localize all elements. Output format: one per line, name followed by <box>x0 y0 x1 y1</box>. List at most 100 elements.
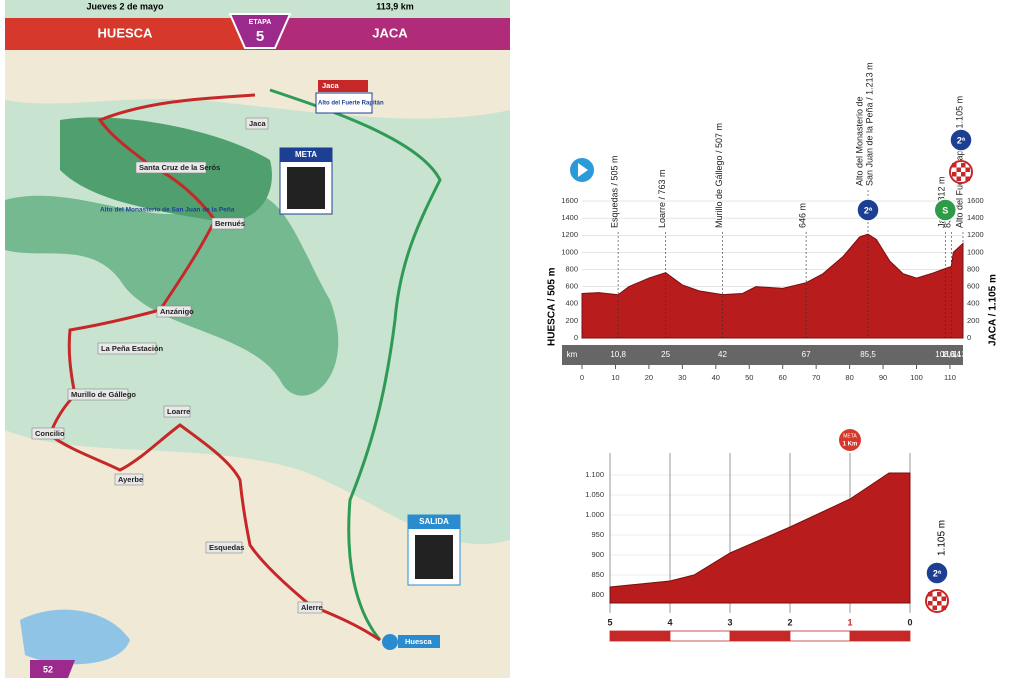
map-label: Bernués <box>215 219 245 228</box>
annotation: Loarre / 763 m <box>657 169 667 228</box>
y-tick-label: 1000 <box>561 247 578 256</box>
climb-icon <box>949 128 973 152</box>
y-tick-label-right: 200 <box>967 316 980 325</box>
qr-header <box>280 148 332 162</box>
checker-cell <box>937 592 942 597</box>
x-tick-label: 4 <box>667 617 672 627</box>
label-bg <box>318 80 368 92</box>
km-mark: 108,6 <box>935 350 956 359</box>
x-tick-label: 90 <box>879 373 887 382</box>
qr-code <box>287 167 325 209</box>
qr-code <box>415 535 453 579</box>
km-mark: 85,5 <box>860 350 876 359</box>
label-bg <box>31 427 65 440</box>
start-label: HUESCA / 505 m <box>547 267 558 346</box>
x-tick-label: 50 <box>745 373 753 382</box>
km-strip <box>669 630 731 642</box>
date: Jueves 2 de mayo <box>86 1 164 11</box>
x-tick-label: 80 <box>845 373 853 382</box>
x-tick-label: 30 <box>678 373 686 382</box>
annotation: Alto del Monasterio de <box>854 96 864 186</box>
y-tick-label: 800 <box>565 264 578 273</box>
meta-flag <box>839 429 861 451</box>
checker-cell <box>961 163 966 168</box>
x-tick-label: 0 <box>580 373 584 382</box>
km-mark: 67 <box>802 350 811 359</box>
label-bg <box>163 405 191 418</box>
end-label: 1.105 m <box>937 520 948 556</box>
map: Jueves 2 de mayo 113,9 km HUESCA JACA ET… <box>5 0 510 678</box>
icon-text: 2ª <box>864 205 873 215</box>
elevation-area <box>581 233 964 339</box>
map-label: Ayerbe <box>118 475 143 484</box>
qr-header <box>408 515 460 529</box>
checker-cell <box>952 172 957 177</box>
salida-label: SALIDA <box>419 517 449 526</box>
label-bg <box>398 635 440 648</box>
y-tick-label: 1600 <box>561 196 578 205</box>
annotation: Murillo de Gállego / 507 m <box>714 123 724 228</box>
y-tick-label-right: 1000 <box>967 247 984 256</box>
checker-cell <box>932 605 937 610</box>
y-tick-label-right: 1200 <box>967 230 984 239</box>
annotation: Esquedas / 505 m <box>610 155 620 228</box>
checker-cell <box>961 172 966 177</box>
map-label: Santa Cruz de la Serós <box>139 163 220 172</box>
map-label: Huesca <box>405 637 433 646</box>
reservoir <box>20 609 130 665</box>
page-number: 52 <box>43 664 53 674</box>
icon-text: S <box>942 205 948 215</box>
y-tick-label-right: 0 <box>967 333 971 342</box>
y-tick-label-right: 800 <box>967 264 980 273</box>
y-tick-label: 1400 <box>561 213 578 222</box>
map-label: Esquedas <box>209 543 244 552</box>
y-tick-label: 1.100 <box>585 470 604 479</box>
icon-text: 2ª <box>957 135 966 145</box>
label-bg <box>156 305 192 318</box>
km-strip <box>729 630 791 642</box>
km-label: km <box>567 350 578 359</box>
checker-cell <box>928 592 933 597</box>
map-label: Alto del Fuerte Rapitán <box>318 101 384 107</box>
label-bg <box>135 161 207 174</box>
y-tick-label: 200 <box>565 316 578 325</box>
y-tick-label: 950 <box>591 530 604 539</box>
icon-text: 2ª <box>933 568 942 578</box>
distance: 113,9 km <box>376 1 414 11</box>
label-bg <box>245 117 269 130</box>
checker-cell <box>965 167 970 172</box>
checker-cell <box>932 596 937 601</box>
x-tick-label: 60 <box>779 373 787 382</box>
map-label: Loarre <box>167 407 190 416</box>
label-bg <box>114 473 144 486</box>
y-tick-label: 1.050 <box>585 490 604 499</box>
stage-badge <box>228 13 292 49</box>
x-tick-label: 1 <box>847 617 852 627</box>
map-label: La Peña Estación <box>101 344 164 353</box>
x-tick-label: 5 <box>607 617 612 627</box>
checker-cell <box>937 601 942 606</box>
meta-text: META <box>843 433 857 439</box>
checker-cell <box>956 176 961 181</box>
label-bg <box>297 601 323 614</box>
climb-icon <box>856 198 880 222</box>
label-bg <box>67 388 129 401</box>
x-tick-label: 20 <box>645 373 653 382</box>
map-label: Alerre <box>301 603 323 612</box>
km-strip <box>789 630 851 642</box>
x-tick-label: 100 <box>910 373 923 382</box>
y-tick-label: 850 <box>591 570 604 579</box>
km-bar <box>562 345 963 365</box>
checker-cell <box>941 596 946 601</box>
km-strip <box>849 630 911 642</box>
checker-cell <box>941 605 946 610</box>
km-mark: 42 <box>718 350 727 359</box>
x-tick-label: 2 <box>787 617 792 627</box>
km-strip <box>609 630 671 642</box>
label-bg <box>205 541 243 554</box>
y-tick-label: 1.000 <box>585 510 604 519</box>
play <box>578 163 588 177</box>
x-tick-label: 70 <box>812 373 820 382</box>
